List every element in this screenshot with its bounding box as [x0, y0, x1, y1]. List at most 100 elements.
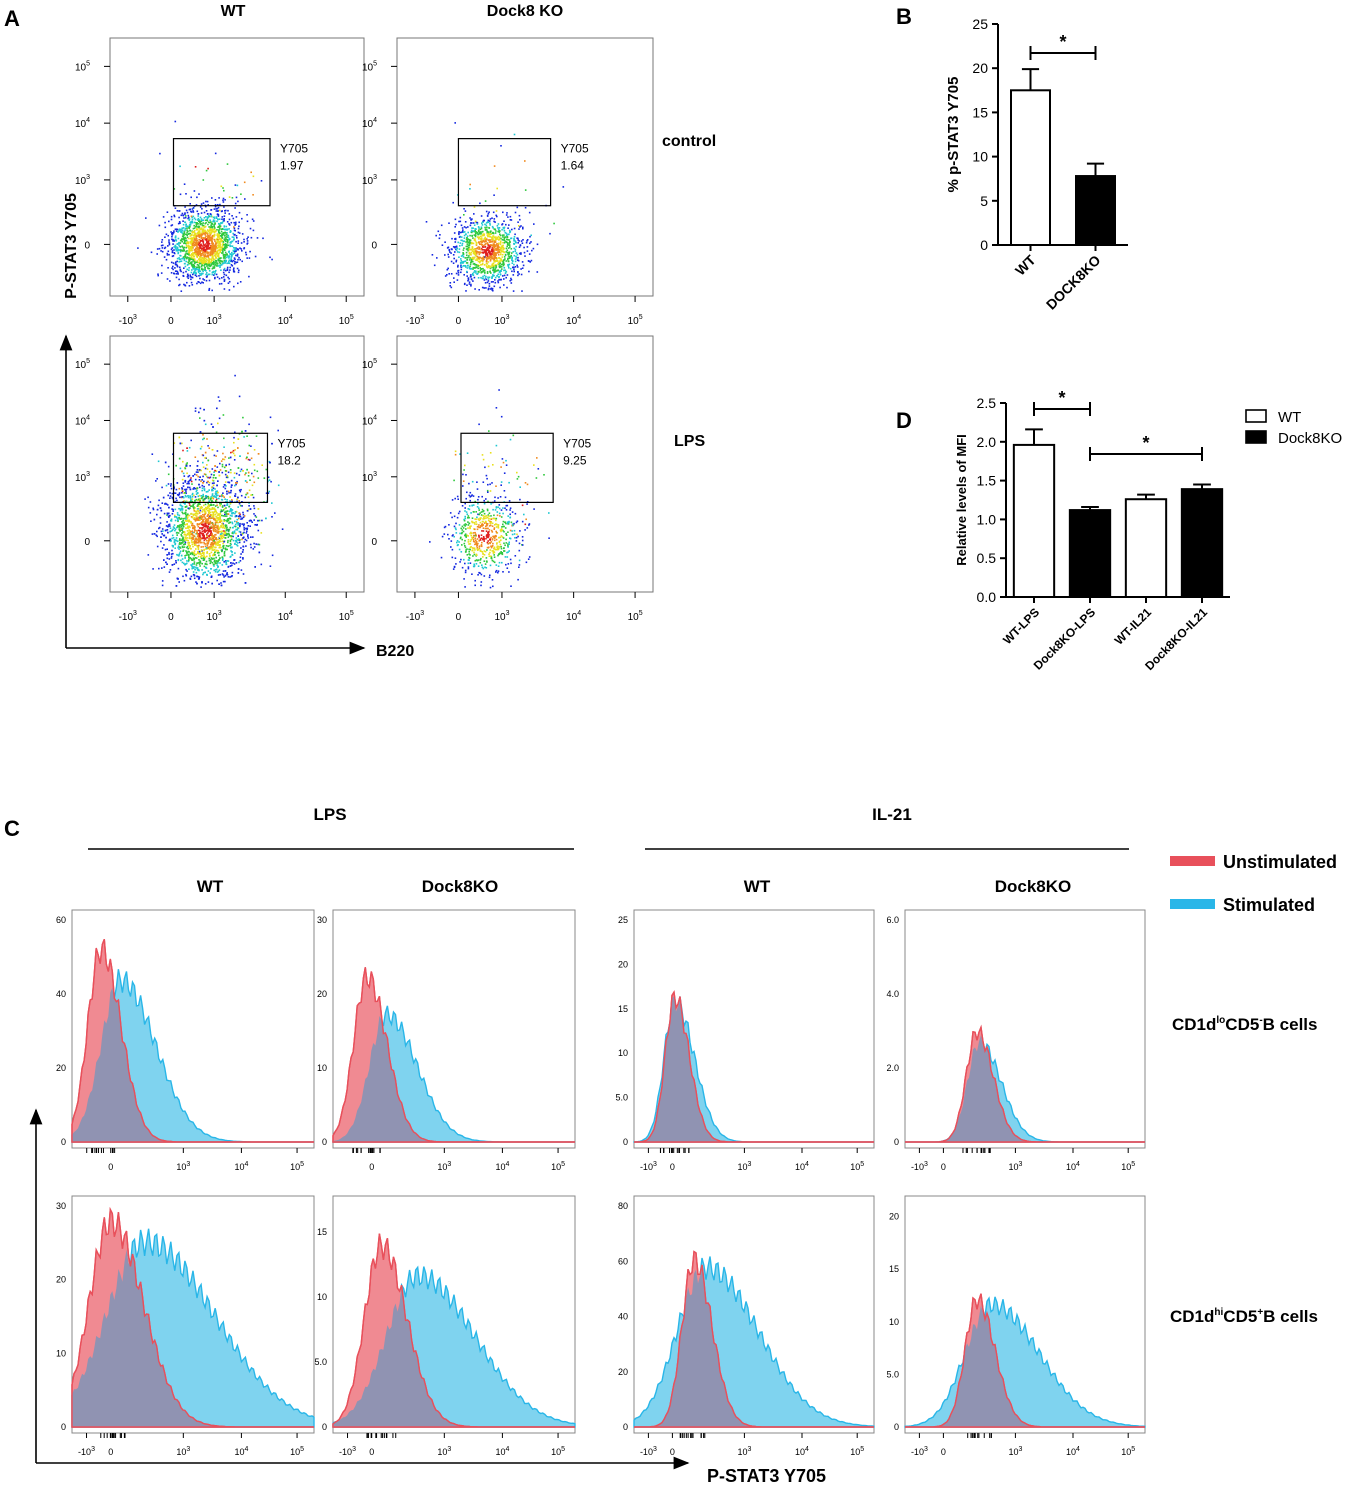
event-dot: [492, 239, 495, 241]
event-dot: [214, 523, 217, 526]
event-dot: [172, 508, 174, 511]
event-dot: [517, 242, 519, 244]
event-dot: [480, 227, 483, 230]
event-dot: [206, 481, 208, 484]
event-dot: [210, 264, 212, 267]
event-dot: [203, 256, 205, 258]
event-dot: [188, 568, 190, 570]
event-dot: [209, 213, 212, 215]
event-dot: [192, 488, 194, 490]
event-dot: [217, 506, 219, 509]
event-dot: [189, 242, 192, 244]
event-dot: [190, 522, 192, 524]
event-dot: [231, 571, 234, 574]
event-dot: [495, 270, 498, 272]
event-dot: [231, 254, 233, 257]
event-dot: [236, 482, 238, 484]
event-dot: [164, 226, 167, 229]
event-dot: [190, 531, 192, 533]
event-dot: [252, 475, 255, 478]
event-dot: [462, 261, 465, 263]
event-dot: [180, 505, 183, 507]
event-dot: [512, 290, 515, 292]
event-dot: [475, 259, 477, 261]
event-dot: [188, 267, 190, 269]
event-dot: [234, 202, 237, 205]
event-dot: [228, 223, 230, 225]
event-dot: [217, 525, 219, 528]
event-dot: [256, 524, 258, 526]
event-dot: [463, 226, 466, 228]
event-dot: [235, 221, 237, 224]
event-dot: [197, 225, 200, 228]
event-dot: [242, 549, 244, 551]
event-dot: [178, 548, 180, 550]
event-dot: [468, 283, 471, 285]
event-dot: [196, 268, 198, 270]
event-dot: [228, 522, 230, 524]
event-dot: [221, 252, 223, 254]
event-dot: [206, 573, 208, 576]
event-dot: [469, 224, 472, 227]
event-dot: [210, 423, 213, 425]
event-dot: [497, 251, 499, 253]
event-dot: [226, 503, 229, 506]
event-dot: [237, 271, 240, 274]
event-dot: [211, 508, 213, 510]
event-dot: [476, 259, 479, 261]
event-dot: [226, 244, 228, 247]
event-dot: [483, 274, 486, 277]
event-dot: [176, 270, 179, 273]
event-dot: [206, 252, 209, 254]
event-dot: [208, 500, 210, 502]
event-dot: [520, 252, 522, 254]
event-dot: [205, 239, 208, 242]
col-title-dock8ko: Dock8 KO: [487, 3, 563, 20]
event-dot: [213, 258, 216, 261]
event-dot: [258, 519, 261, 522]
event-dot: [461, 261, 463, 264]
event-dot: [478, 253, 481, 256]
event-dot: [513, 268, 515, 271]
event-dot: [225, 507, 227, 509]
event-dot: [476, 273, 478, 275]
event-dot: [496, 243, 498, 245]
event-dot: [461, 265, 463, 268]
event-dot: [189, 274, 192, 276]
event-dot: [203, 525, 205, 528]
event-dot: [468, 240, 471, 242]
event-dot: [235, 562, 238, 564]
event-dot: [186, 462, 188, 464]
event-dot: [212, 266, 214, 268]
event-dot: [223, 259, 226, 262]
event-dot: [510, 219, 513, 221]
event-dot: [517, 239, 519, 241]
event-dot: [507, 239, 509, 241]
event-dot: [459, 231, 462, 234]
event-dot: [173, 246, 175, 248]
event-dot: [202, 257, 205, 260]
event-dot: [211, 242, 214, 244]
event-dot: [179, 260, 182, 263]
event-dot: [497, 273, 499, 276]
event-dot: [478, 232, 481, 234]
event-dot: [246, 220, 249, 223]
event-dot: [235, 472, 238, 475]
event-dot: [474, 240, 477, 242]
event-dot: [230, 550, 232, 552]
event-dot: [487, 247, 489, 250]
event-dot: [243, 515, 246, 517]
event-dot: [213, 559, 216, 562]
panel-letter-d: D: [896, 408, 912, 433]
event-dot: [229, 539, 232, 542]
event-dot: [196, 489, 198, 492]
event-dot: [226, 268, 229, 270]
event-dot: [225, 515, 228, 517]
event-dot: [224, 255, 227, 257]
event-dot: [216, 579, 218, 582]
event-dot: [216, 497, 218, 500]
event-dot: [489, 260, 492, 262]
event-dot: [215, 260, 218, 262]
event-dot: [210, 258, 212, 261]
event-dot: [207, 532, 209, 534]
